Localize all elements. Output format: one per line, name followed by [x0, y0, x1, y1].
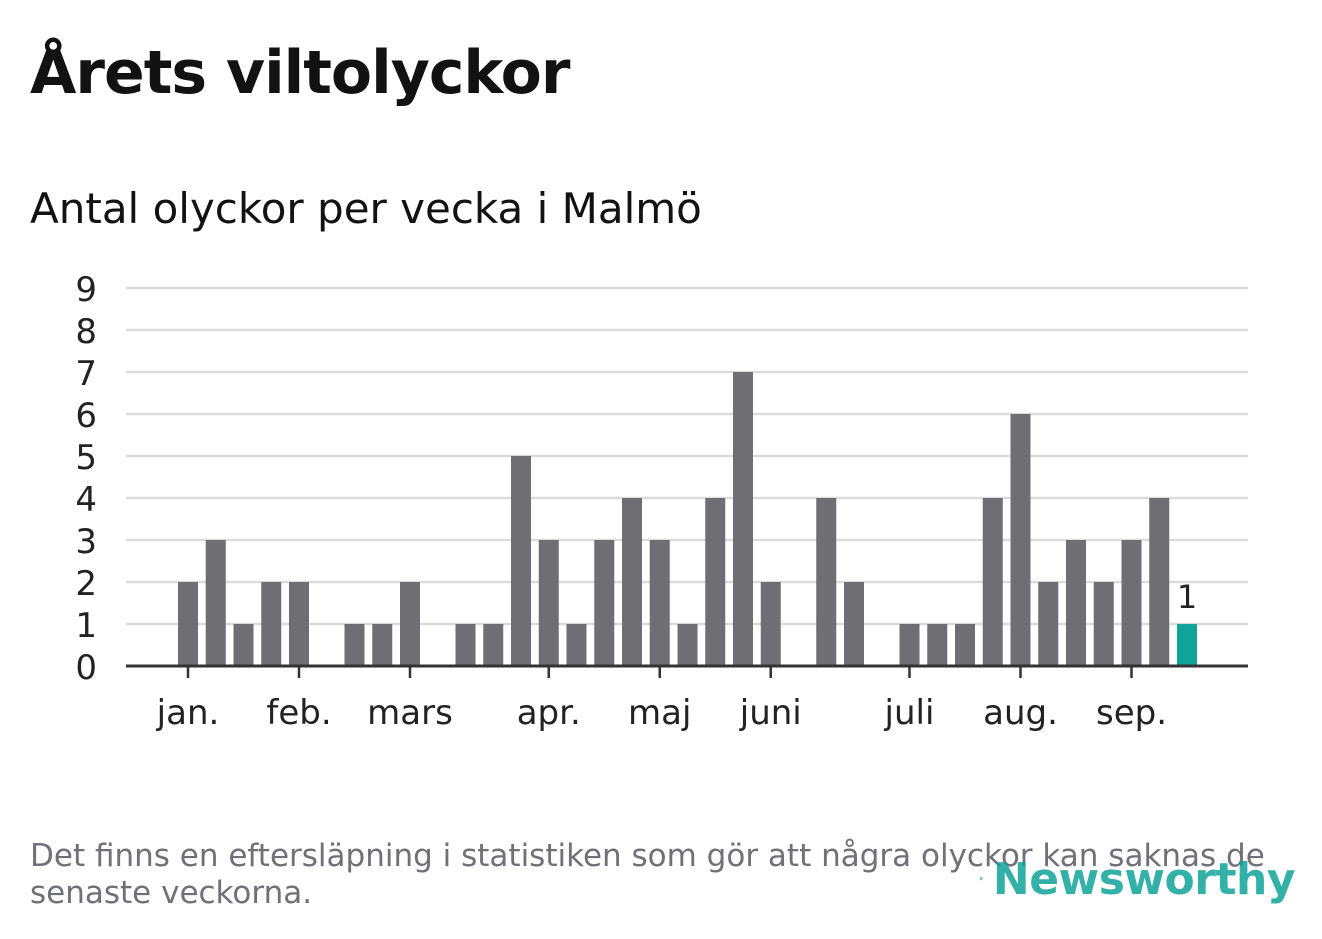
x-tick-label: juni — [739, 693, 802, 733]
bar — [205, 540, 226, 666]
bar — [982, 498, 1003, 666]
x-tick-label: juli — [884, 693, 935, 733]
y-tick-label: 0 — [75, 648, 97, 688]
bar — [733, 372, 753, 666]
y-tick-label: 6 — [75, 396, 97, 436]
bar — [1149, 498, 1170, 666]
bar — [649, 540, 670, 666]
bar — [566, 624, 587, 666]
y-tick-label: 3 — [75, 522, 97, 562]
bar — [400, 582, 420, 666]
bar — [1066, 540, 1086, 666]
bar — [844, 582, 864, 666]
bar — [594, 540, 615, 666]
chart-subtitle: Antal olyckor per vecka i Malmö — [30, 184, 702, 233]
bar — [261, 582, 282, 666]
bar — [927, 624, 948, 666]
bar — [289, 582, 309, 666]
x-tick-label: maj — [628, 693, 691, 733]
bar — [233, 624, 254, 666]
x-tick-label: jan. — [156, 693, 220, 733]
bar — [899, 624, 920, 666]
x-tick-label: apr. — [517, 693, 581, 733]
bar-highlight — [1177, 624, 1197, 666]
bar — [705, 498, 726, 666]
y-tick-label: 9 — [75, 270, 97, 310]
bar — [455, 624, 476, 666]
y-tick-label: 7 — [75, 354, 97, 394]
bar — [955, 624, 975, 666]
bar — [178, 582, 198, 666]
newsworthy-logo-text: Newsworthy — [992, 853, 1296, 905]
bar — [344, 624, 365, 666]
chart-title: Årets viltolyckor — [30, 38, 570, 108]
y-tick-label: 5 — [75, 438, 97, 478]
bar — [1010, 414, 1031, 666]
bar — [816, 498, 837, 666]
y-tick-label: 4 — [75, 480, 97, 520]
bar — [511, 456, 531, 666]
newsworthy-logo-icon — [980, 877, 983, 881]
bar — [1121, 540, 1142, 666]
y-tick-label: 2 — [75, 564, 97, 604]
x-tick-label: mars — [367, 693, 453, 733]
bar — [677, 624, 698, 666]
y-tick-label: 1 — [75, 606, 97, 646]
bar — [1038, 582, 1059, 666]
y-tick-label: 8 — [75, 312, 97, 352]
bar — [622, 498, 642, 666]
x-tick-label: feb. — [266, 693, 331, 733]
x-tick-label: sep. — [1096, 693, 1167, 733]
bar — [538, 540, 559, 666]
bar — [1093, 582, 1114, 666]
bar — [760, 582, 781, 666]
x-tick-label: aug. — [983, 693, 1058, 733]
footnote: Det finns en eftersläpning i statistiken… — [30, 838, 1265, 911]
data-label: 1 — [1177, 578, 1197, 616]
bar — [483, 624, 504, 666]
newsworthy-logo: Newsworthy — [980, 848, 1296, 910]
bar — [372, 624, 393, 666]
